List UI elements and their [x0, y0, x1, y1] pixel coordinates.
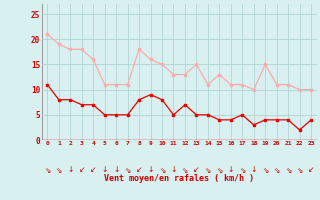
- X-axis label: Vent moyen/en rafales ( km/h ): Vent moyen/en rafales ( km/h ): [104, 174, 254, 183]
- Text: ↙: ↙: [78, 165, 85, 174]
- Text: ↙: ↙: [90, 165, 96, 174]
- Text: ⇘: ⇘: [274, 165, 280, 174]
- Text: ↙: ↙: [308, 165, 314, 174]
- Text: ⇘: ⇘: [285, 165, 291, 174]
- Text: ⇘: ⇘: [262, 165, 268, 174]
- Text: ↓: ↓: [251, 165, 257, 174]
- Text: ⇘: ⇘: [124, 165, 131, 174]
- Text: ⇘: ⇘: [296, 165, 303, 174]
- Text: ⇘: ⇘: [205, 165, 211, 174]
- Text: ↓: ↓: [170, 165, 177, 174]
- Text: ↓: ↓: [147, 165, 154, 174]
- Text: ⇘: ⇘: [56, 165, 62, 174]
- Text: ↓: ↓: [113, 165, 119, 174]
- Text: ⇘: ⇘: [182, 165, 188, 174]
- Text: ↙: ↙: [136, 165, 142, 174]
- Text: ⇘: ⇘: [44, 165, 51, 174]
- Text: ↓: ↓: [228, 165, 234, 174]
- Text: ⇘: ⇘: [216, 165, 222, 174]
- Text: ⇘: ⇘: [159, 165, 165, 174]
- Text: ↓: ↓: [67, 165, 74, 174]
- Text: ↙: ↙: [193, 165, 200, 174]
- Text: ⇘: ⇘: [239, 165, 245, 174]
- Text: ↓: ↓: [101, 165, 108, 174]
